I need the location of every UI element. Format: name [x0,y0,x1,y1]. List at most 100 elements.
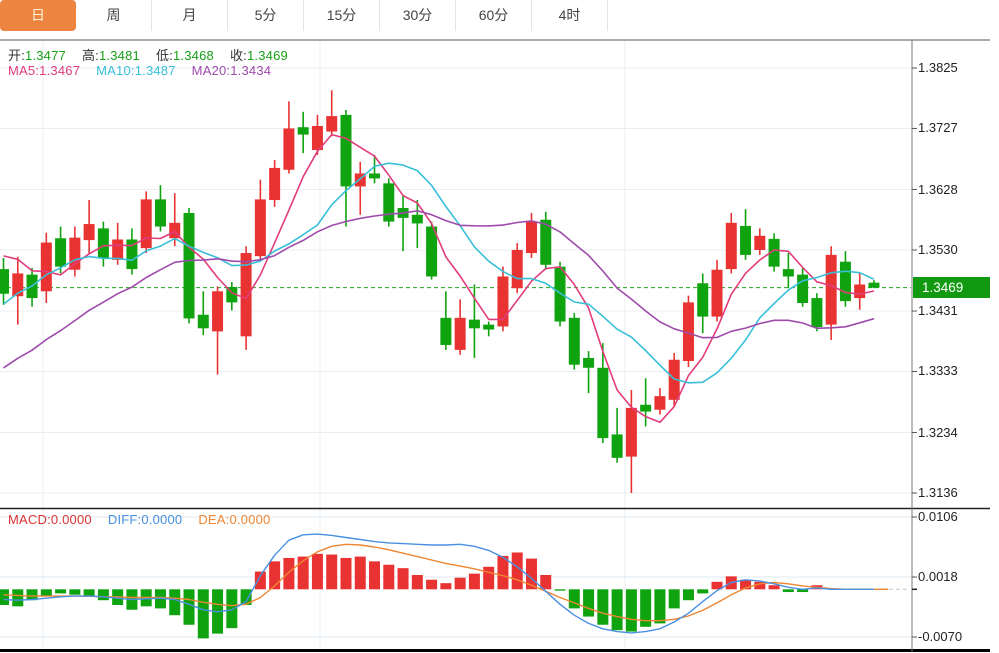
macd-bar [654,589,666,624]
candle [369,154,381,184]
candle [825,246,837,341]
tab-15min[interactable]: 15分 [304,0,380,31]
macd-bar [269,561,281,590]
macd-bar [768,585,780,590]
tab-day[interactable]: 日 [0,0,76,31]
candle [426,221,438,280]
field-label: DIFF: [107,512,142,527]
macd-bar [711,581,723,590]
macd-bar [625,589,637,632]
candle [297,111,309,154]
field-label: 收: [229,48,247,63]
price-tick-label: 1.3431 [918,303,958,319]
macd-bar [69,589,81,595]
candle [725,212,737,274]
candle [525,212,537,258]
candle [497,266,509,332]
field-value: 1.3434 [230,63,272,78]
field-label: MA10: [96,63,135,78]
macd-bar [383,564,395,590]
field-label: DEA: [198,512,230,527]
candle [839,251,851,307]
field-label: MA5: [8,63,40,78]
tab-5min[interactable]: 5分 [228,0,304,31]
tab-30min[interactable]: 30分 [380,0,456,31]
candle [126,228,138,275]
candle [583,351,595,394]
candle [682,295,694,368]
candle [768,233,780,272]
macd-bar [297,556,309,590]
macd-bar [525,558,537,590]
macd-bar [354,556,366,590]
field-label: MA20: [191,63,231,78]
candle [69,226,81,277]
ma-readout: MA5:1.3467 MA10:1.3487 MA20:1.3434 [8,63,287,78]
candle [554,261,566,327]
candle [97,221,109,267]
field-value: 1.3469 [246,48,288,63]
macd-bar [311,553,323,590]
candle [654,388,666,415]
candle [411,200,423,249]
candle [326,90,338,137]
candle [183,208,195,324]
candle [811,293,823,332]
macd-bar [226,589,238,629]
candle [625,389,637,493]
macd-bar [611,589,623,631]
candle [83,200,95,254]
macd-bar [340,557,352,590]
candle [254,179,266,260]
macd-bar [169,589,181,616]
candle [568,312,580,370]
macd-bar [26,589,38,601]
macd-bar [540,574,552,590]
candle [740,209,752,260]
candle [797,267,809,307]
candle [697,273,709,334]
macd-bar [440,583,452,590]
field-value: 1.3487 [134,63,176,78]
macd-bar [754,581,766,590]
candle [711,259,723,322]
timeframe-tabbar: 日周月 5分 15分 30分 60分 4时 [0,0,608,31]
field-value: 0.0000 [50,512,92,527]
candle [640,378,652,427]
macd-tick-label: -0.0070 [918,629,963,645]
candle [597,343,609,444]
tab-60min[interactable]: 60分 [456,0,532,31]
macd-bar [369,561,381,590]
field-value: 1.3481 [99,48,140,63]
price-tick-label: 1.3136 [918,485,958,500]
candle [397,195,409,252]
tab-month[interactable]: 月 [152,0,228,31]
macd-bar [454,577,466,590]
candle [454,299,466,355]
tab-week[interactable]: 周 [76,0,152,31]
macd-bar [254,571,266,590]
macd-bar [583,589,595,617]
macd-bar [782,589,794,593]
candle [12,256,24,325]
tab-4hour[interactable]: 4时 [532,0,608,31]
plot-layer [0,90,889,639]
macd-bar [183,589,195,625]
macd-bar [740,579,752,590]
ma5-line [3,133,875,424]
candle [440,291,452,350]
macd-histogram [0,552,823,639]
macd-bar [326,554,338,590]
macd-tick-label: 0.0106 [918,509,958,525]
price-tick-label: 1.3727 [918,120,958,136]
candle [154,185,166,232]
candles [0,90,880,493]
field-label: 低: [155,48,173,63]
macd-bar [668,589,680,609]
field-value: 0.0000 [141,512,183,527]
candle [468,284,480,358]
macd-bar [640,589,652,627]
candle [754,228,766,255]
field-label: MACD: [8,512,51,527]
